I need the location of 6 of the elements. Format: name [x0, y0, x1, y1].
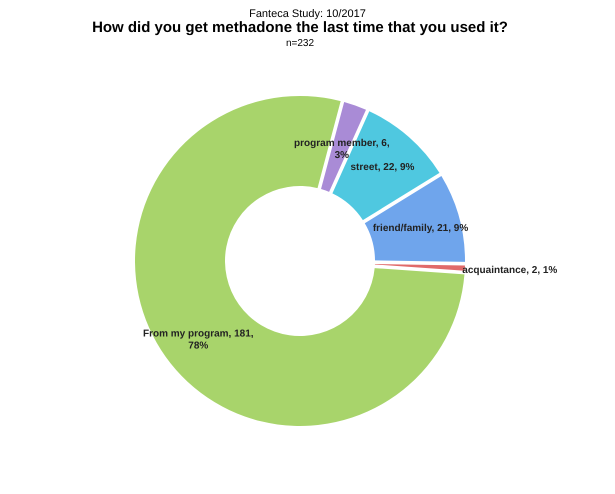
chart-subtitle: n=232 [286, 38, 314, 50]
slice-label: street, 22, 9% [350, 162, 415, 174]
slice-label: acquaintance, 2, 1% [462, 265, 558, 276]
donut-slice [332, 111, 440, 220]
text: Fanteca Study: 10/2017 [248, 8, 367, 20]
chart-title: How did you get methadone the last time that you used it? [92, 19, 508, 36]
